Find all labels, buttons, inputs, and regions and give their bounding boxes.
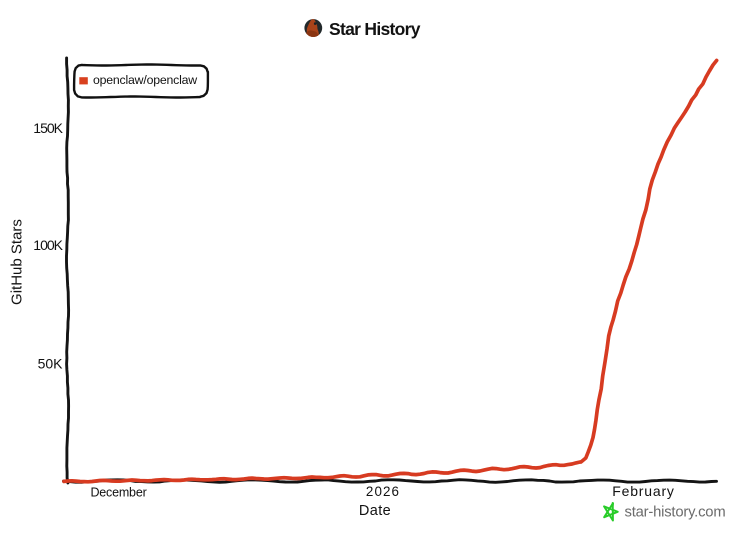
svg-text:February: February: [612, 483, 674, 499]
svg-text:star-history.com: star-history.com: [625, 505, 726, 521]
svg-text:December: December: [90, 486, 146, 500]
svg-text:2026: 2026: [366, 484, 400, 499]
svg-text:100K: 100K: [33, 237, 63, 253]
svg-text:50K: 50K: [38, 356, 64, 372]
svg-text:150K: 150K: [33, 120, 63, 136]
svg-text:Date: Date: [359, 503, 391, 519]
svg-text:GitHub Stars: GitHub Stars: [9, 219, 26, 305]
svg-text:openclaw/openclaw: openclaw/openclaw: [93, 73, 197, 87]
svg-text:Star History: Star History: [329, 19, 421, 39]
